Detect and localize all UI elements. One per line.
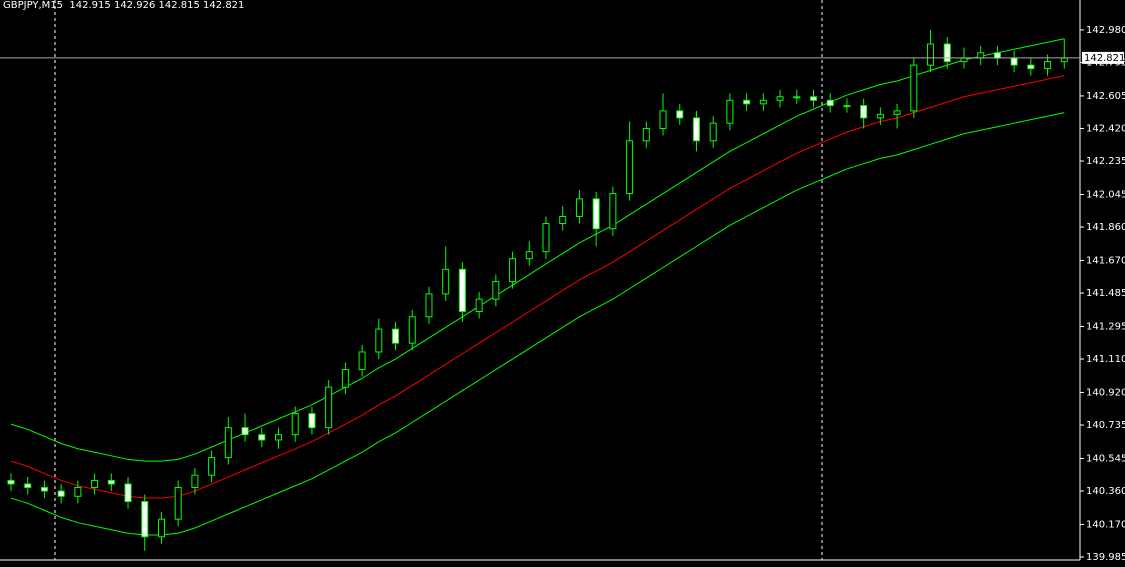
candle-body bbox=[258, 434, 266, 441]
candle-body bbox=[927, 43, 935, 66]
candle-body bbox=[509, 258, 517, 283]
candle-body bbox=[24, 483, 32, 488]
candle-body bbox=[977, 52, 985, 59]
symbol: GBPJPY,M15 bbox=[3, 0, 64, 11]
candle-body bbox=[74, 486, 82, 497]
candle-body bbox=[860, 105, 868, 119]
candle-body bbox=[759, 99, 767, 105]
candle-body bbox=[208, 457, 216, 476]
candle-body bbox=[592, 198, 600, 230]
candle-body bbox=[659, 110, 667, 129]
y-tick-label: 140.360 bbox=[1086, 486, 1125, 497]
current-price-tag bbox=[1082, 51, 1124, 64]
header-high: 142.926 bbox=[113, 0, 156, 11]
candle-body bbox=[358, 351, 366, 371]
candle-body bbox=[325, 386, 333, 429]
y-tick-label: 141.110 bbox=[1086, 354, 1125, 365]
candle-body bbox=[241, 427, 249, 436]
candle-body bbox=[676, 110, 684, 119]
candle-body bbox=[793, 96, 801, 99]
candle-body bbox=[141, 501, 149, 538]
candle-body bbox=[910, 64, 918, 112]
y-tick-label: 142.605 bbox=[1086, 91, 1125, 102]
candle-body bbox=[191, 474, 199, 488]
candle-body bbox=[174, 486, 182, 520]
band-line bbox=[10, 112, 1065, 536]
candle-body bbox=[993, 52, 1001, 59]
y-tick-label: 142.235 bbox=[1086, 156, 1125, 167]
current-price-label: 142.821 bbox=[1084, 53, 1125, 64]
candle-body bbox=[810, 96, 817, 101]
y-tick-label: 141.860 bbox=[1086, 222, 1125, 233]
candle-body bbox=[575, 198, 583, 217]
y-tick-label: 141.670 bbox=[1086, 255, 1125, 266]
y-tick-label: 140.735 bbox=[1086, 420, 1125, 431]
candle-body bbox=[943, 43, 951, 63]
candle-body bbox=[107, 479, 115, 485]
candle-body bbox=[392, 328, 400, 344]
candle-body bbox=[375, 328, 383, 353]
y-tick-label: 139.985 bbox=[1086, 552, 1125, 563]
candle-body bbox=[743, 99, 751, 105]
candle-body bbox=[442, 268, 450, 295]
y-tick-label: 142.420 bbox=[1086, 123, 1125, 134]
band-line bbox=[10, 38, 1065, 462]
y-tick-label: 140.545 bbox=[1086, 453, 1125, 464]
candle-body bbox=[776, 96, 784, 101]
y-tick-label: 142.980 bbox=[1086, 25, 1125, 36]
candle-body bbox=[542, 223, 550, 253]
candle-body bbox=[626, 140, 634, 195]
candle-body bbox=[475, 298, 483, 313]
candle-body bbox=[1027, 64, 1035, 70]
candle-body bbox=[1010, 57, 1018, 66]
y-tick-label: 140.170 bbox=[1086, 519, 1125, 530]
header-close: 142.821 bbox=[203, 0, 245, 11]
candle-body bbox=[1044, 61, 1052, 70]
candle-body bbox=[7, 479, 15, 485]
candle-body bbox=[843, 105, 851, 108]
candle-body bbox=[408, 316, 416, 344]
candle-body bbox=[960, 57, 968, 63]
candle-body bbox=[642, 127, 650, 142]
candle-body bbox=[893, 110, 901, 115]
candle-body bbox=[308, 413, 316, 429]
candle-body bbox=[692, 117, 700, 142]
candle-body bbox=[876, 113, 884, 119]
candle-body bbox=[709, 122, 717, 142]
candle-body bbox=[726, 99, 734, 124]
candle-body bbox=[40, 486, 48, 492]
y-tick-label: 141.295 bbox=[1086, 321, 1125, 332]
candle-body bbox=[425, 293, 433, 318]
candle-body bbox=[91, 479, 99, 488]
candle-body bbox=[525, 251, 533, 260]
candle-body bbox=[1060, 57, 1068, 63]
candle-body bbox=[826, 99, 834, 107]
candle-body bbox=[224, 427, 232, 459]
y-tick-label: 141.485 bbox=[1086, 288, 1125, 299]
candle-body bbox=[458, 268, 466, 313]
y-tick-label: 140.920 bbox=[1086, 387, 1125, 398]
candle-body bbox=[275, 434, 282, 441]
header-low: 142.815 bbox=[158, 0, 200, 11]
header-open: 142.915 bbox=[69, 0, 111, 11]
candle-body bbox=[492, 281, 500, 300]
candle-body bbox=[157, 518, 165, 538]
candle-body bbox=[609, 193, 617, 230]
candle-body bbox=[559, 215, 567, 225]
band-line bbox=[10, 75, 1065, 499]
candle-body bbox=[291, 413, 299, 436]
candle-body bbox=[341, 369, 349, 388]
candle-body bbox=[57, 490, 65, 497]
candle-body bbox=[124, 483, 132, 503]
chart-header: GBPJPY,M15 142.915 142.926 142.815 142.8… bbox=[3, 0, 244, 11]
y-tick-label: 142.045 bbox=[1086, 189, 1125, 200]
